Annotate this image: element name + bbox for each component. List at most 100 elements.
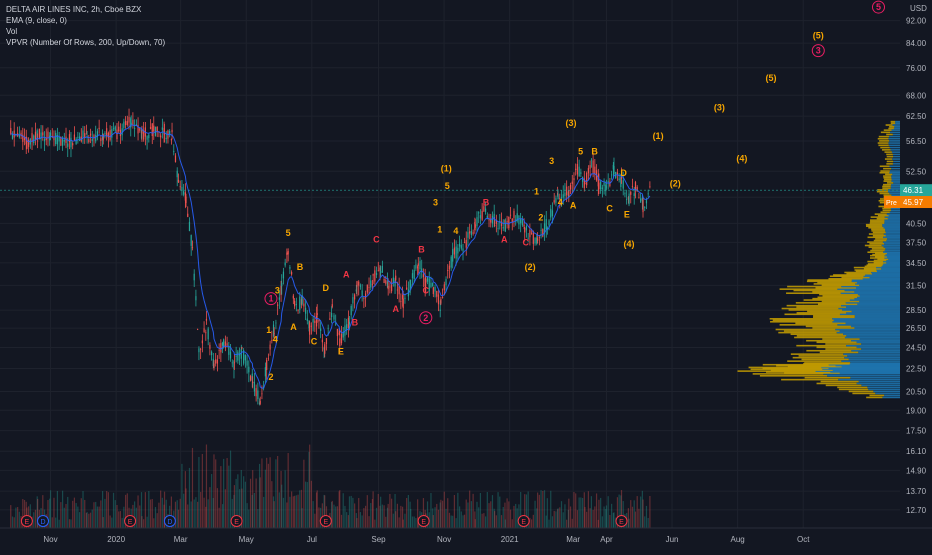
- vpvr-row-up: [849, 363, 900, 365]
- candle-body: [540, 230, 542, 231]
- volume-bar: [642, 499, 644, 528]
- candle-body: [151, 123, 153, 137]
- volume-bar: [200, 491, 202, 528]
- vpvr-row-up: [883, 251, 900, 254]
- volume-bar: [146, 516, 148, 528]
- wave-label: 5: [445, 181, 450, 191]
- vpvr-row-up: [854, 315, 900, 317]
- event-marker[interactable]: [37, 515, 50, 527]
- candle-body: [502, 227, 504, 229]
- volume-bar: [356, 518, 358, 528]
- wave-label: (4): [736, 154, 747, 164]
- vpvr-row-down: [807, 279, 852, 281]
- candle-body: [553, 200, 555, 203]
- volume-bar: [436, 503, 438, 528]
- candle-body: [383, 279, 385, 283]
- volume-bar: [278, 492, 280, 528]
- legend-vpvr[interactable]: VPVR (Number Of Rows, 200, Up/Down, 70): [6, 38, 166, 47]
- vpvr-row-up: [888, 142, 900, 144]
- event-marker-letter: E: [421, 519, 426, 526]
- event-marker-letter: D: [167, 519, 172, 526]
- vpvr-row-down: [772, 319, 834, 322]
- candle-body: [633, 193, 635, 196]
- volume-bar: [331, 501, 333, 528]
- candle-body: [441, 296, 444, 298]
- candle-body: [37, 140, 39, 142]
- candle-body: [101, 133, 104, 140]
- vpvr-row-down: [864, 265, 882, 268]
- candle-body: [195, 296, 197, 301]
- time-axis[interactable]: Nov 2020 Mar May Jul Sep Nov 2021 Mar Apr Jun Aug Oc…: [0, 527, 932, 550]
- legend-vol[interactable]: Vol: [6, 27, 18, 36]
- volume-bar: [53, 497, 55, 528]
- volume-bar: [257, 509, 259, 528]
- candle-body: [626, 199, 628, 200]
- volume-bar: [109, 515, 111, 528]
- price-tick-label: 92.00: [906, 17, 927, 26]
- volume-bar: [235, 478, 237, 528]
- price-axis[interactable]: USD 12.70 13.70 14.90 16.10 17.50 19.00 20.50 2…: [900, 0, 932, 528]
- vpvr-row-down: [815, 287, 857, 289]
- candle-body: [389, 286, 391, 288]
- candle-body: [481, 210, 483, 220]
- candle-body: [187, 213, 189, 217]
- vpvr-row-up: [861, 348, 900, 350]
- wave-label: (3): [565, 118, 576, 128]
- volume-bar: [89, 512, 92, 528]
- event-marker-letter: E: [619, 519, 624, 526]
- candle-body: [531, 233, 533, 235]
- volume-bar: [381, 504, 383, 528]
- event-marker[interactable]: [163, 515, 176, 527]
- volume-bar: [391, 498, 393, 528]
- vpvr-row-up: [888, 189, 900, 191]
- volume-bar: [11, 516, 14, 528]
- event-marker[interactable]: [124, 515, 137, 527]
- volume-bar: [224, 489, 226, 528]
- legend-ema[interactable]: EMA (9, close, 0): [6, 16, 67, 25]
- volume-bar: [86, 512, 88, 528]
- event-marker[interactable]: [417, 515, 430, 527]
- event-marker[interactable]: [615, 515, 628, 527]
- vpvr-row-down: [846, 272, 873, 275]
- volume-bar: [49, 498, 51, 528]
- volume-bar: [618, 494, 620, 528]
- price-tick-label: 56.50: [906, 137, 927, 146]
- event-marker[interactable]: [319, 515, 332, 527]
- candle-body: [529, 229, 531, 238]
- volume-bar: [495, 515, 497, 528]
- vpvr-row-down: [864, 244, 882, 247]
- volume-bar: [72, 500, 74, 528]
- candle-body: [91, 138, 93, 142]
- vpvr-row-up: [871, 271, 900, 274]
- volume-bar: [233, 494, 235, 528]
- wave-label: (4): [624, 239, 635, 249]
- vpvr-row-up: [891, 178, 900, 181]
- volume-bar: [488, 503, 490, 528]
- legend-title[interactable]: DELTA AIR LINES INC, 2h, Cboe BZX: [6, 5, 142, 14]
- candle-body: [641, 197, 643, 201]
- candle-body: [417, 266, 419, 269]
- candle-body: [229, 351, 232, 359]
- candle-body: [308, 321, 310, 329]
- volume-bar: [432, 515, 434, 528]
- event-marker[interactable]: [230, 515, 243, 527]
- volume-bar: [211, 474, 213, 528]
- volume-bar: [398, 517, 400, 528]
- event-marker-letter: E: [234, 519, 239, 526]
- volume-bar: [226, 458, 228, 528]
- vpvr-row-down: [867, 241, 883, 243]
- wave-label: B: [352, 317, 359, 327]
- volume-bar: [263, 496, 265, 528]
- volume-bar: [344, 505, 346, 528]
- volume-bar: [100, 500, 102, 528]
- volume-bar: [266, 457, 268, 528]
- event-marker[interactable]: [20, 515, 33, 527]
- volume-bar: [469, 490, 471, 528]
- candle-body: [538, 237, 540, 238]
- event-marker[interactable]: [517, 515, 530, 527]
- vpvr-row-down: [801, 358, 849, 361]
- candle-body: [381, 265, 383, 273]
